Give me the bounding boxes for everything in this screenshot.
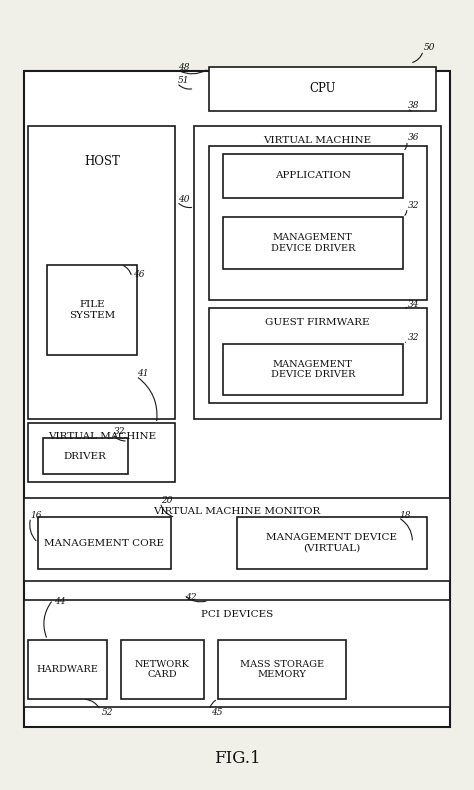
Bar — [209, 308, 427, 403]
Bar — [209, 67, 436, 111]
Text: FILE
SYSTEM: FILE SYSTEM — [69, 300, 116, 320]
Text: MANAGEMENT CORE: MANAGEMENT CORE — [44, 539, 164, 547]
Text: MASS STORAGE
MEMORY: MASS STORAGE MEMORY — [240, 660, 324, 679]
Text: 34: 34 — [408, 300, 419, 310]
Bar — [38, 517, 171, 569]
Bar — [237, 517, 427, 569]
Bar — [28, 126, 175, 419]
Text: 46: 46 — [133, 270, 144, 280]
Bar — [24, 498, 450, 581]
Text: VIRTUAL MACHINE: VIRTUAL MACHINE — [264, 136, 372, 145]
Bar — [218, 640, 346, 699]
Text: 52: 52 — [102, 708, 113, 717]
Text: VIRTUAL MACHINE MONITOR: VIRTUAL MACHINE MONITOR — [154, 507, 320, 517]
Text: 20: 20 — [161, 495, 173, 505]
Bar — [24, 600, 450, 707]
Text: 16: 16 — [30, 510, 42, 520]
Bar — [209, 146, 427, 300]
Text: 40: 40 — [178, 194, 190, 204]
Text: MANAGEMENT DEVICE
(VIRTUAL): MANAGEMENT DEVICE (VIRTUAL) — [266, 533, 397, 553]
Text: 50: 50 — [424, 43, 436, 52]
Text: MANAGEMENT
DEVICE DRIVER: MANAGEMENT DEVICE DRIVER — [271, 233, 355, 253]
Bar — [28, 640, 107, 699]
Text: 32: 32 — [114, 427, 125, 436]
Bar — [24, 71, 450, 727]
Text: 18: 18 — [399, 510, 410, 520]
Bar — [223, 217, 403, 269]
Text: VIRTUAL MACHINE: VIRTUAL MACHINE — [48, 432, 156, 442]
Text: HARDWARE: HARDWARE — [36, 665, 99, 674]
Bar — [121, 640, 204, 699]
Text: 42: 42 — [185, 592, 196, 602]
Text: APPLICATION: APPLICATION — [275, 171, 351, 180]
Bar — [223, 344, 403, 395]
Bar — [43, 438, 128, 474]
Text: 48: 48 — [178, 62, 190, 72]
Text: GUEST FIRMWARE: GUEST FIRMWARE — [265, 318, 370, 327]
Bar — [223, 154, 403, 198]
Text: 41: 41 — [137, 369, 149, 378]
Bar — [194, 126, 441, 419]
Text: 38: 38 — [408, 101, 419, 111]
Text: GUEST OS: GUEST OS — [289, 156, 346, 165]
Text: 32: 32 — [408, 201, 419, 210]
Text: 44: 44 — [54, 597, 65, 607]
Text: 51: 51 — [178, 76, 190, 85]
Text: CPU: CPU — [309, 82, 336, 96]
Text: NETWORK
CARD: NETWORK CARD — [135, 660, 190, 679]
Text: 36: 36 — [408, 133, 419, 142]
Text: 32: 32 — [408, 333, 419, 342]
Text: HOST: HOST — [84, 155, 120, 168]
Text: DRIVER: DRIVER — [64, 452, 107, 461]
Bar — [28, 423, 175, 482]
Text: MANAGEMENT
DEVICE DRIVER: MANAGEMENT DEVICE DRIVER — [271, 359, 355, 379]
Text: PCI DEVICES: PCI DEVICES — [201, 610, 273, 619]
Text: FIG.1: FIG.1 — [214, 750, 260, 767]
Text: 45: 45 — [211, 708, 222, 717]
Bar — [47, 265, 137, 356]
